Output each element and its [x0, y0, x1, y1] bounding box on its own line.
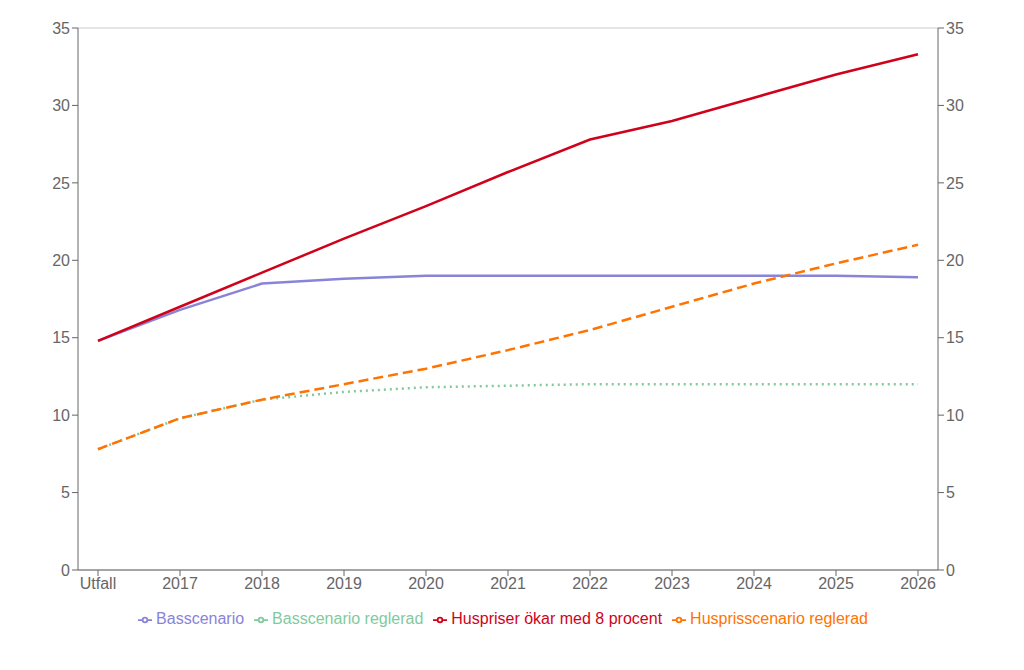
html-text:Husprisscenario reglerad: Husprisscenario reglerad [690, 610, 868, 627]
svg-text:30: 30 [946, 97, 964, 114]
html-text:Basscenario: Basscenario [156, 610, 245, 627]
svg-text:20: 20 [946, 252, 964, 269]
svg-text:2020: 2020 [408, 575, 444, 592]
svg-text:15: 15 [52, 329, 70, 346]
svg-text:0: 0 [946, 562, 955, 579]
svg-text:2026: 2026 [900, 575, 936, 592]
html-text:Huspriser ökar med 8 procent: Huspriser ökar med 8 procent [451, 610, 663, 627]
svg-text:20: 20 [52, 252, 70, 269]
svg-text:5: 5 [61, 484, 70, 501]
svg-text:5: 5 [946, 484, 955, 501]
svg-text:35: 35 [946, 20, 964, 37]
svg-text:0: 0 [61, 562, 70, 579]
svg-text:2019: 2019 [326, 575, 362, 592]
html-text:Basscenario reglerad: Basscenario reglerad [272, 610, 424, 627]
svg-text:2018: 2018 [244, 575, 280, 592]
svg-text:2025: 2025 [818, 575, 854, 592]
svg-text:2021: 2021 [490, 575, 526, 592]
svg-text:10: 10 [946, 407, 964, 424]
svg-text:2022: 2022 [572, 575, 608, 592]
svg-text:30: 30 [52, 97, 70, 114]
svg-text:15: 15 [946, 329, 964, 346]
svg-text:35: 35 [52, 20, 70, 37]
svg-text:2023: 2023 [654, 575, 690, 592]
svg-text:25: 25 [52, 175, 70, 192]
svg-text:10: 10 [52, 407, 70, 424]
svg-text:25: 25 [946, 175, 964, 192]
svg-text:2017: 2017 [162, 575, 198, 592]
svg-text:Utfall: Utfall [80, 575, 116, 592]
svg-text:2024: 2024 [736, 575, 772, 592]
